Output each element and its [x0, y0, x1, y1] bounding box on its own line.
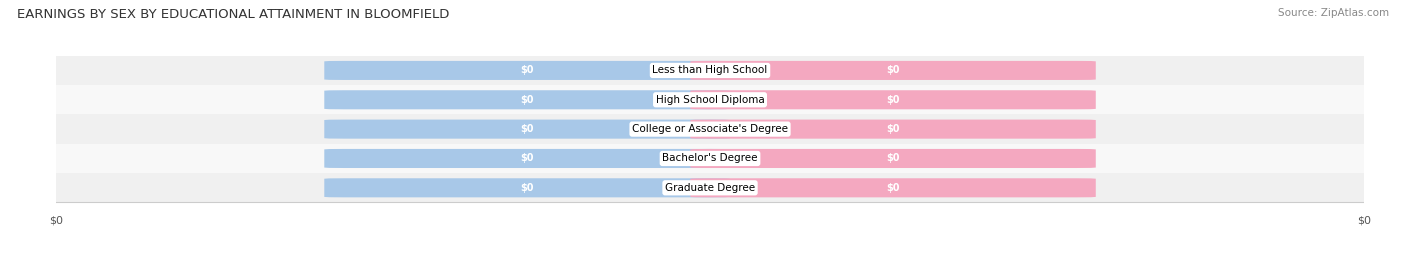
FancyBboxPatch shape: [666, 182, 754, 194]
Text: $0: $0: [520, 65, 534, 75]
FancyBboxPatch shape: [666, 153, 754, 164]
FancyBboxPatch shape: [325, 90, 730, 109]
Bar: [56, 173, 1364, 203]
FancyBboxPatch shape: [325, 149, 730, 168]
FancyBboxPatch shape: [325, 61, 730, 80]
Text: $0: $0: [886, 95, 900, 105]
Text: $0: $0: [520, 95, 534, 105]
Text: $0: $0: [520, 124, 534, 134]
FancyBboxPatch shape: [325, 120, 730, 139]
Bar: [56, 85, 1364, 114]
FancyBboxPatch shape: [325, 178, 730, 197]
Text: EARNINGS BY SEX BY EDUCATIONAL ATTAINMENT IN BLOOMFIELD: EARNINGS BY SEX BY EDUCATIONAL ATTAINMEN…: [17, 8, 450, 21]
Text: $0: $0: [886, 154, 900, 164]
Text: Graduate Degree: Graduate Degree: [665, 183, 755, 193]
FancyBboxPatch shape: [666, 64, 754, 76]
Text: College or Associate's Degree: College or Associate's Degree: [633, 124, 787, 134]
Bar: [56, 114, 1364, 144]
Text: High School Diploma: High School Diploma: [655, 95, 765, 105]
Text: Less than High School: Less than High School: [652, 65, 768, 75]
Bar: [56, 144, 1364, 173]
Text: $0: $0: [520, 183, 534, 193]
Bar: [56, 56, 1364, 85]
FancyBboxPatch shape: [690, 149, 1095, 168]
Text: $0: $0: [886, 124, 900, 134]
Text: Bachelor's Degree: Bachelor's Degree: [662, 154, 758, 164]
Legend: Male, Female: Male, Female: [647, 266, 773, 269]
Text: $0: $0: [520, 154, 534, 164]
FancyBboxPatch shape: [666, 94, 754, 106]
Text: $0: $0: [886, 183, 900, 193]
FancyBboxPatch shape: [690, 61, 1095, 80]
FancyBboxPatch shape: [690, 178, 1095, 197]
FancyBboxPatch shape: [690, 90, 1095, 109]
FancyBboxPatch shape: [690, 120, 1095, 139]
Text: Source: ZipAtlas.com: Source: ZipAtlas.com: [1278, 8, 1389, 18]
Text: $0: $0: [886, 65, 900, 75]
FancyBboxPatch shape: [666, 123, 754, 135]
